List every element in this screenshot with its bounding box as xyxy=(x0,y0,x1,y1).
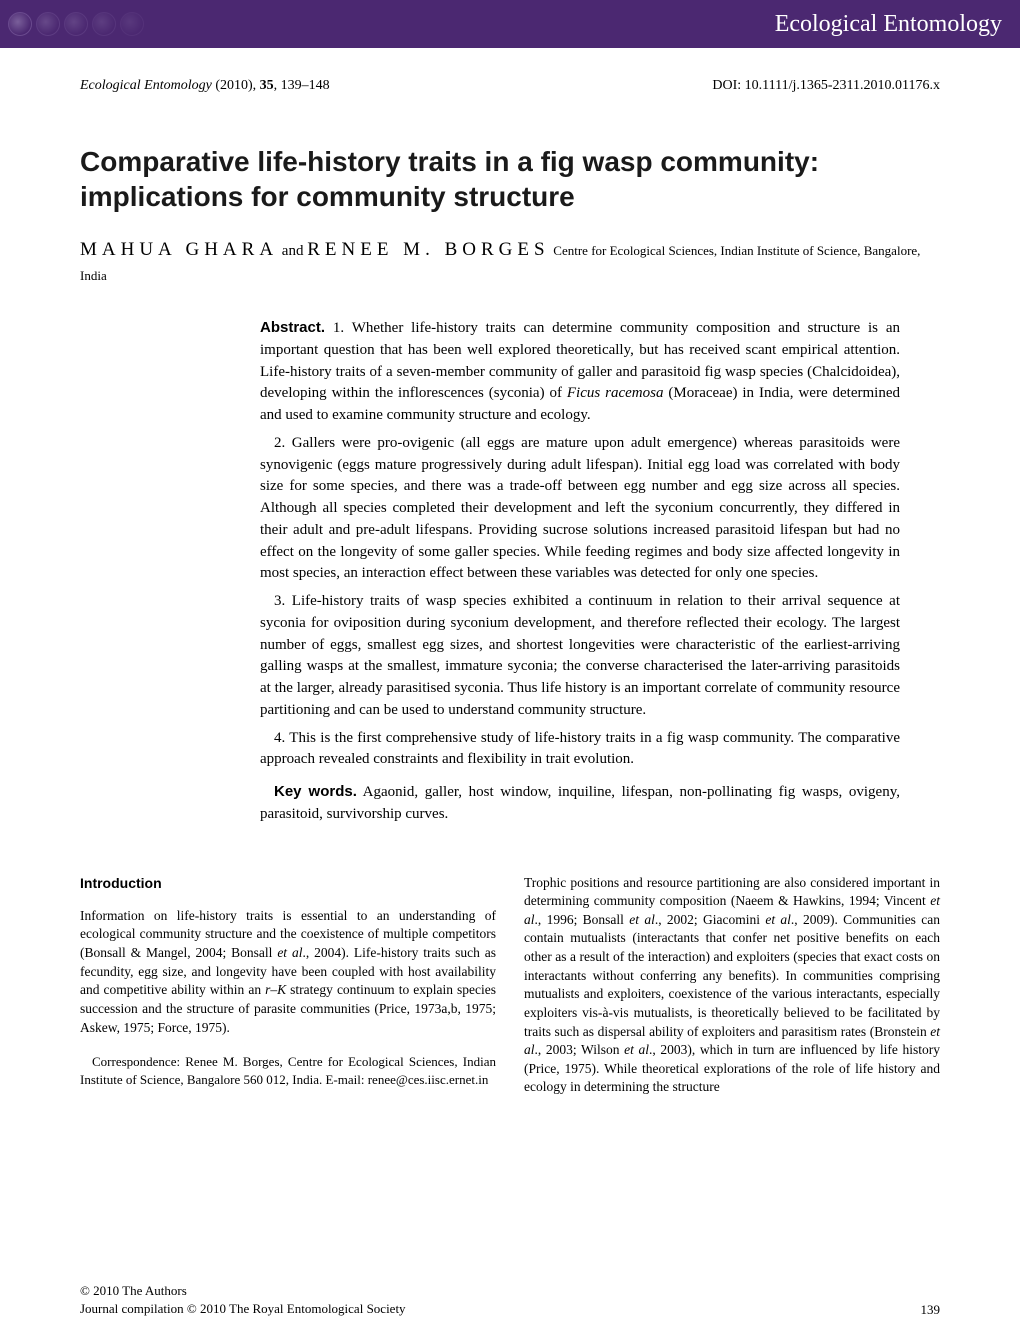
intro-left-p1: Information on life-history traits is es… xyxy=(80,907,496,1037)
journal-header-bar: Ecological Entomology xyxy=(0,0,1020,48)
copyright-block: © 2010 The Authors Journal compilation ©… xyxy=(80,1282,406,1318)
t: ., 2009). Communities can contain mutual… xyxy=(524,912,940,1020)
pages: , 139–148 xyxy=(274,78,330,93)
correspondence: Correspondence: Renee M. Borges, Centre … xyxy=(80,1053,496,1089)
introduction-heading: Introduction xyxy=(80,874,496,893)
left-column: Introduction Information on life-history… xyxy=(80,874,496,1098)
page-footer: © 2010 The Authors Journal compilation ©… xyxy=(80,1282,940,1318)
abstract-p2: 2. Gallers were pro-ovigenic (all eggs a… xyxy=(260,433,900,585)
t: et al xyxy=(629,912,655,927)
header-left-icons xyxy=(8,12,144,36)
t: et al xyxy=(624,1042,649,1057)
header-bug-icon xyxy=(36,12,60,36)
page-number: 139 xyxy=(921,1302,941,1318)
authors-block: MAHUA GHARA and RENEE M. BORGES Centre f… xyxy=(80,236,940,287)
header-bug-icon xyxy=(8,12,32,36)
t: r–K xyxy=(265,982,286,997)
abstract-p1: Abstract. 1. Whether life-history traits… xyxy=(260,317,900,427)
t: et al xyxy=(765,912,791,927)
abstract-label: Abstract. xyxy=(260,319,325,336)
t: Trophic positions and resource partition… xyxy=(524,875,940,909)
keywords-label: Key words. xyxy=(274,783,357,800)
right-column: Trophic positions and resource partition… xyxy=(524,874,940,1098)
two-column-body: Introduction Information on life-history… xyxy=(80,874,940,1098)
author-2: RENEE M. BORGES xyxy=(307,239,549,260)
copyright-line1: © 2010 The Authors xyxy=(80,1282,406,1300)
author-and: and xyxy=(282,243,304,259)
species-name: Ficus racemosa xyxy=(567,385,664,401)
page-content: Ecological Entomology (2010), 35, 139–14… xyxy=(0,48,1020,1097)
doi: DOI: 10.1111/j.1365-2311.2010.01176.x xyxy=(712,78,940,94)
abstract-p4: 4. This is the first comprehensive study… xyxy=(260,728,900,772)
t: et al xyxy=(277,945,302,960)
keywords-text: Agaonid, galler, host window, inquiline,… xyxy=(260,784,900,822)
abstract-block: Abstract. 1. Whether life-history traits… xyxy=(260,317,900,826)
journal-name: Ecological Entomology xyxy=(775,11,1002,38)
volume: 35 xyxy=(260,78,274,93)
article-title: Comparative life-history traits in a fig… xyxy=(80,144,940,214)
header-bug-icon xyxy=(92,12,116,36)
t: ., 1996; Bonsall xyxy=(535,912,630,927)
header-bug-icon xyxy=(64,12,88,36)
t: ., 2002; Giacomini xyxy=(655,912,765,927)
citation-left: Ecological Entomology (2010), 35, 139–14… xyxy=(80,78,330,94)
keywords: Key words. Agaonid, galler, host window,… xyxy=(260,781,900,826)
intro-right-p1: Trophic positions and resource partition… xyxy=(524,874,940,1098)
author-1: MAHUA GHARA xyxy=(80,239,278,260)
abstract-p3: 3. Life-history traits of wasp species e… xyxy=(260,591,900,722)
journal-italic: Ecological Entomology xyxy=(80,78,212,93)
pages-value: 139–148 xyxy=(281,78,330,93)
copyright-line2: Journal compilation © 2010 The Royal Ent… xyxy=(80,1300,406,1318)
t: ., 2003; Wilson xyxy=(535,1042,625,1057)
year: (2010), xyxy=(215,78,256,93)
header-bug-icon xyxy=(120,12,144,36)
article-meta-row: Ecological Entomology (2010), 35, 139–14… xyxy=(80,78,940,94)
